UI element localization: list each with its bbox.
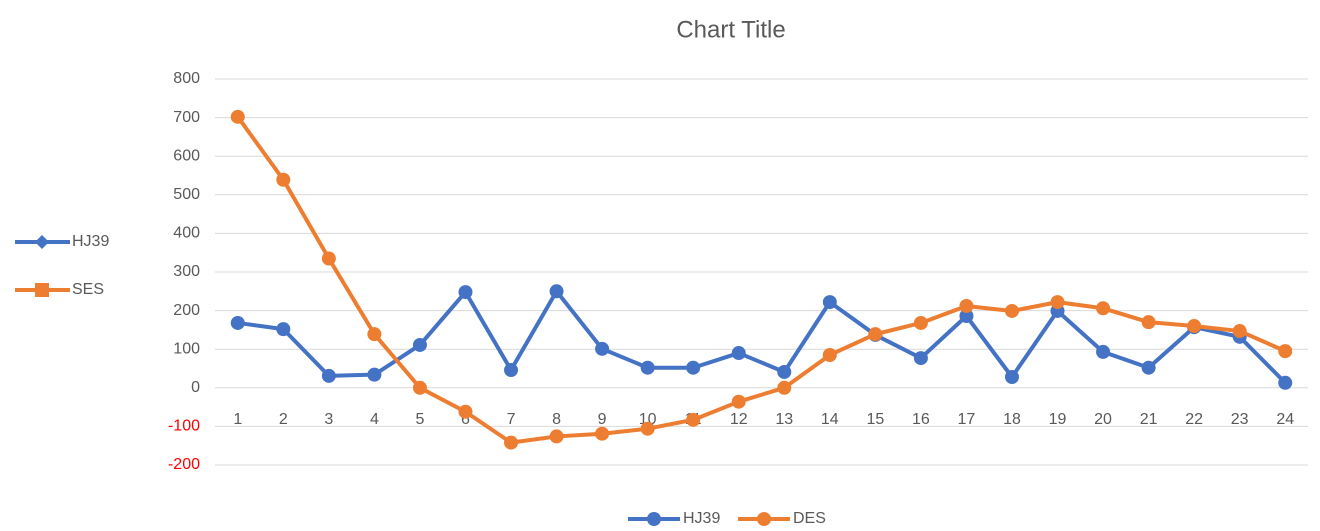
data-point xyxy=(1004,303,1019,318)
data-point xyxy=(1141,360,1156,375)
data-point xyxy=(1187,319,1202,334)
x-tick-label: 23 xyxy=(1231,411,1249,428)
data-point xyxy=(1141,315,1156,330)
y-tick-label: 600 xyxy=(173,147,200,164)
y-tick-label: 700 xyxy=(173,109,200,126)
data-point xyxy=(595,341,610,356)
data-point xyxy=(822,347,837,362)
x-tick-label: 20 xyxy=(1094,411,1112,428)
data-point xyxy=(822,295,837,310)
data-point xyxy=(913,315,928,330)
y-tick-label: -200 xyxy=(168,456,200,473)
x-tick-label: 24 xyxy=(1276,411,1294,428)
data-point xyxy=(1278,375,1293,390)
data-point xyxy=(1232,324,1247,339)
x-tick-label: 9 xyxy=(598,411,607,428)
x-tick-label: 8 xyxy=(552,411,561,428)
x-tick-label: 6 xyxy=(461,411,470,428)
x-tick-label: 5 xyxy=(415,411,424,428)
chart-title: Chart Title xyxy=(676,16,785,43)
data-point xyxy=(959,298,974,313)
legend-label: DES xyxy=(793,510,826,527)
y-tick-label: 200 xyxy=(173,302,200,319)
data-point xyxy=(458,285,473,300)
series-line xyxy=(236,115,1287,445)
data-point xyxy=(686,412,701,427)
data-point xyxy=(1096,301,1111,316)
data-point xyxy=(412,337,427,352)
data-point xyxy=(1050,295,1065,310)
data-point xyxy=(595,426,610,441)
side-legend-label: SES xyxy=(72,281,104,298)
x-tick-label: 21 xyxy=(1140,411,1158,428)
x-tick-label: 22 xyxy=(1185,411,1203,428)
y-tick-label: 100 xyxy=(173,340,200,357)
y-tick-label: -100 xyxy=(168,418,200,435)
data-point xyxy=(549,284,564,299)
data-point xyxy=(868,327,883,342)
y-tick-label: 500 xyxy=(173,186,200,203)
data-point xyxy=(276,322,291,337)
x-tick-label: 3 xyxy=(324,411,333,428)
data-point xyxy=(731,346,746,361)
data-point xyxy=(504,363,519,378)
marker xyxy=(757,512,771,526)
data-point xyxy=(230,315,245,330)
data-point xyxy=(367,367,382,382)
x-tick-label: 2 xyxy=(279,411,288,428)
side-legend-label: HJ39 xyxy=(72,233,109,250)
x-tick-label: 4 xyxy=(370,411,379,428)
data-point xyxy=(640,421,655,436)
data-point xyxy=(412,380,427,395)
data-point xyxy=(959,309,974,324)
marker xyxy=(35,283,49,297)
data-point xyxy=(321,251,336,266)
data-point xyxy=(640,360,655,375)
data-point xyxy=(777,380,792,395)
data-point xyxy=(276,172,291,187)
data-point xyxy=(549,429,564,444)
x-tick-label: 13 xyxy=(775,411,793,428)
data-point xyxy=(367,327,382,342)
legend-label: HJ39 xyxy=(683,510,720,527)
marker xyxy=(35,235,49,249)
data-point xyxy=(913,351,928,366)
data-point xyxy=(1278,344,1293,359)
x-tick-label: 19 xyxy=(1049,411,1067,428)
data-point xyxy=(458,404,473,419)
data-point xyxy=(321,368,336,383)
x-tick-label: 1 xyxy=(233,411,242,428)
data-point xyxy=(504,435,519,450)
data-point xyxy=(686,360,701,375)
x-tick-label: 16 xyxy=(912,411,930,428)
x-tick-label: 12 xyxy=(730,411,748,428)
x-tick-label: 14 xyxy=(821,411,839,428)
data-point xyxy=(731,394,746,409)
data-point xyxy=(1004,369,1019,384)
data-point xyxy=(1096,344,1111,359)
y-tick-label: 400 xyxy=(173,225,200,242)
x-tick-label: 7 xyxy=(507,411,516,428)
series-line xyxy=(237,289,1287,385)
x-tick-label: 18 xyxy=(1003,411,1021,428)
y-tick-label: 800 xyxy=(173,70,200,87)
x-tick-label: 15 xyxy=(866,411,884,428)
data-point xyxy=(777,364,792,379)
y-tick-label: 300 xyxy=(173,263,200,280)
y-tick-label: 0 xyxy=(191,379,200,396)
x-tick-label: 17 xyxy=(958,411,976,428)
data-point xyxy=(230,109,245,124)
marker xyxy=(647,512,661,526)
